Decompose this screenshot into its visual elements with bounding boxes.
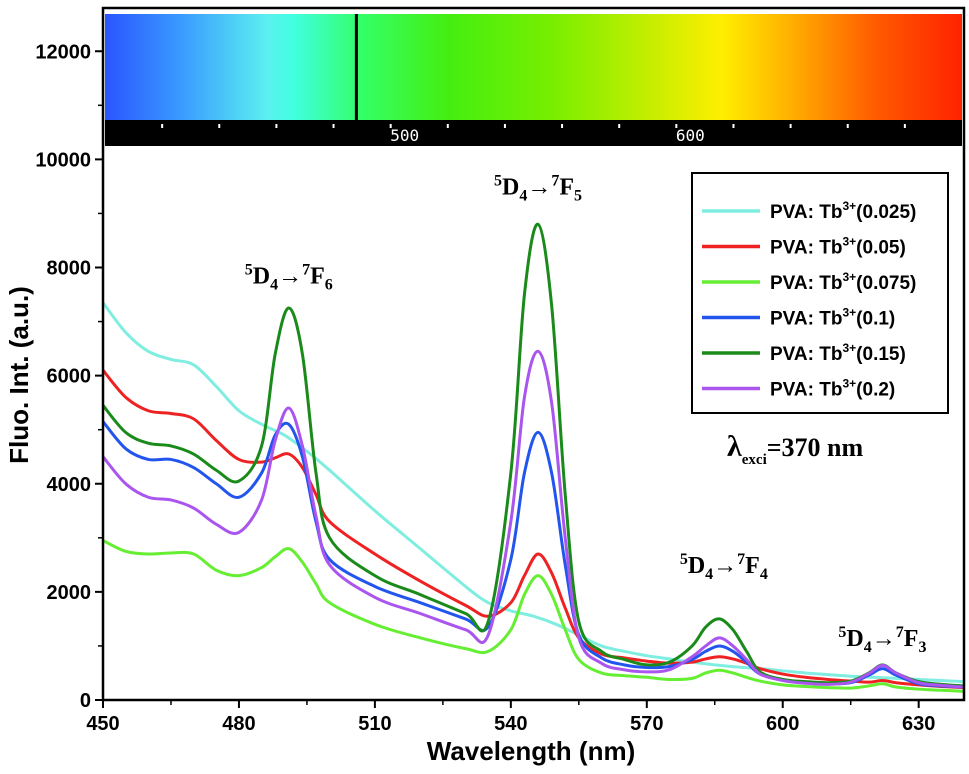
x-tick-label: 450	[86, 713, 119, 735]
series-line-5	[101, 349, 965, 689]
excitation-label: λexci=370 nm	[727, 430, 864, 468]
spectrum-tick-label: 500	[390, 126, 419, 145]
spectrum-gradient	[105, 14, 962, 120]
series-line-4	[101, 222, 965, 688]
x-tick-label: 510	[358, 713, 391, 735]
transition-label-1: 5D4→7F5	[494, 173, 582, 205]
legend-label-1: PVA: Tb3+(0.05)	[770, 235, 906, 259]
legend-label-2: PVA: Tb3+(0.075)	[770, 270, 916, 294]
legend-label-4: PVA: Tb3+(0.15)	[770, 341, 906, 365]
legend-label-5: PVA: Tb3+(0.2)	[770, 377, 895, 401]
y-tick-label: 10000	[35, 149, 91, 171]
y-axis-title: Fluo. Int. (a.u.)	[4, 286, 34, 464]
svg-text:λexci=370 nm: λexci=370 nm	[727, 430, 864, 468]
lambda-symbol: λ	[727, 430, 742, 463]
transition-annotations: 5D4→7F6 5D4→7F5 5D4→7F4 5D4→7F3	[245, 173, 927, 656]
plot-frame	[101, 6, 966, 702]
x-axis-title: Wavelength (nm)	[427, 736, 635, 766]
transition-label-2: 5D4→7F4	[680, 551, 768, 583]
x-tick-label: 630	[902, 713, 935, 735]
series-line-1	[101, 369, 965, 690]
x-tick-label: 540	[494, 713, 527, 735]
legend-label-0: PVA: Tb3+(0.025)	[770, 199, 916, 223]
series-line-0	[101, 301, 965, 684]
x-tick-label: 570	[630, 713, 663, 735]
x-tick-label: 600	[766, 713, 799, 735]
spectrum-tick-label: 600	[676, 126, 705, 145]
y-tick-label: 12000	[35, 41, 91, 63]
visible-spectrum-bar: 500 600	[105, 14, 962, 146]
x-tick-label: 480	[222, 713, 255, 735]
y-tick-label: 6000	[47, 366, 92, 388]
legend-box	[691, 172, 949, 414]
series-line-2	[102, 539, 965, 693]
y-tick-label: 2000	[47, 582, 92, 604]
excitation-value: =370 nm	[767, 433, 864, 462]
y-tick-label: 0	[80, 690, 91, 712]
transition-label-3: 5D4→7F3	[838, 624, 926, 656]
legend: PVA: Tb3+(0.025) PVA: Tb3+(0.05) PVA: Tb3+…	[691, 172, 949, 414]
y-tick-label: 8000	[47, 258, 92, 280]
excitation-subscript: exci	[742, 452, 767, 468]
transition-label-0: 5D4→7F6	[245, 262, 333, 294]
y-tick-label: 4000	[47, 474, 92, 496]
axes-layer: 450 480 510 540 570 600 630 0 2000 4000 6000 8000 10…	[35, 6, 966, 735]
legend-label-3: PVA: Tb3+(0.1)	[770, 306, 895, 330]
series-layer	[101, 222, 965, 693]
spectrum-scale-band	[105, 120, 962, 146]
